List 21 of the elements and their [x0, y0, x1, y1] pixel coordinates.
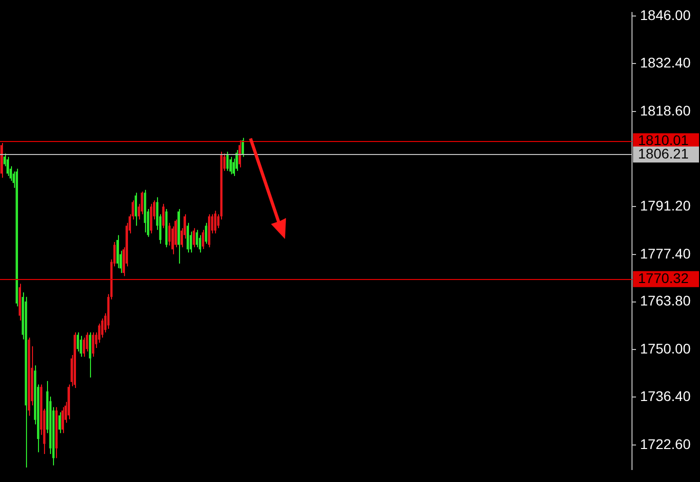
candlestick — [192, 228, 196, 248]
candlestick — [134, 192, 138, 226]
candlestick — [150, 203, 152, 234]
candlestick — [214, 210, 216, 234]
y-tick-label: 1832.40 — [640, 54, 691, 70]
y-tick-label: 1818.60 — [640, 102, 691, 118]
ref-line-label: 1770.32 — [638, 270, 689, 286]
candlestick — [6, 156, 9, 177]
candlestick — [162, 203, 164, 229]
y-tick-label: 1736.40 — [640, 388, 691, 404]
candlestick — [238, 140, 241, 168]
y-tick-label: 1750.00 — [640, 340, 691, 357]
candlestick — [242, 137, 244, 158]
candlestick — [92, 332, 94, 358]
y-tick-label: 1777.40 — [640, 245, 691, 262]
y-tick-label: 1791.20 — [640, 197, 691, 214]
candlestick — [76, 332, 79, 352]
y-tick-label: 1763.80 — [640, 292, 691, 309]
candlestick — [186, 222, 189, 253]
y-tick-label: 1722.60 — [640, 436, 691, 452]
y-tick-label: 1846.00 — [640, 7, 691, 24]
